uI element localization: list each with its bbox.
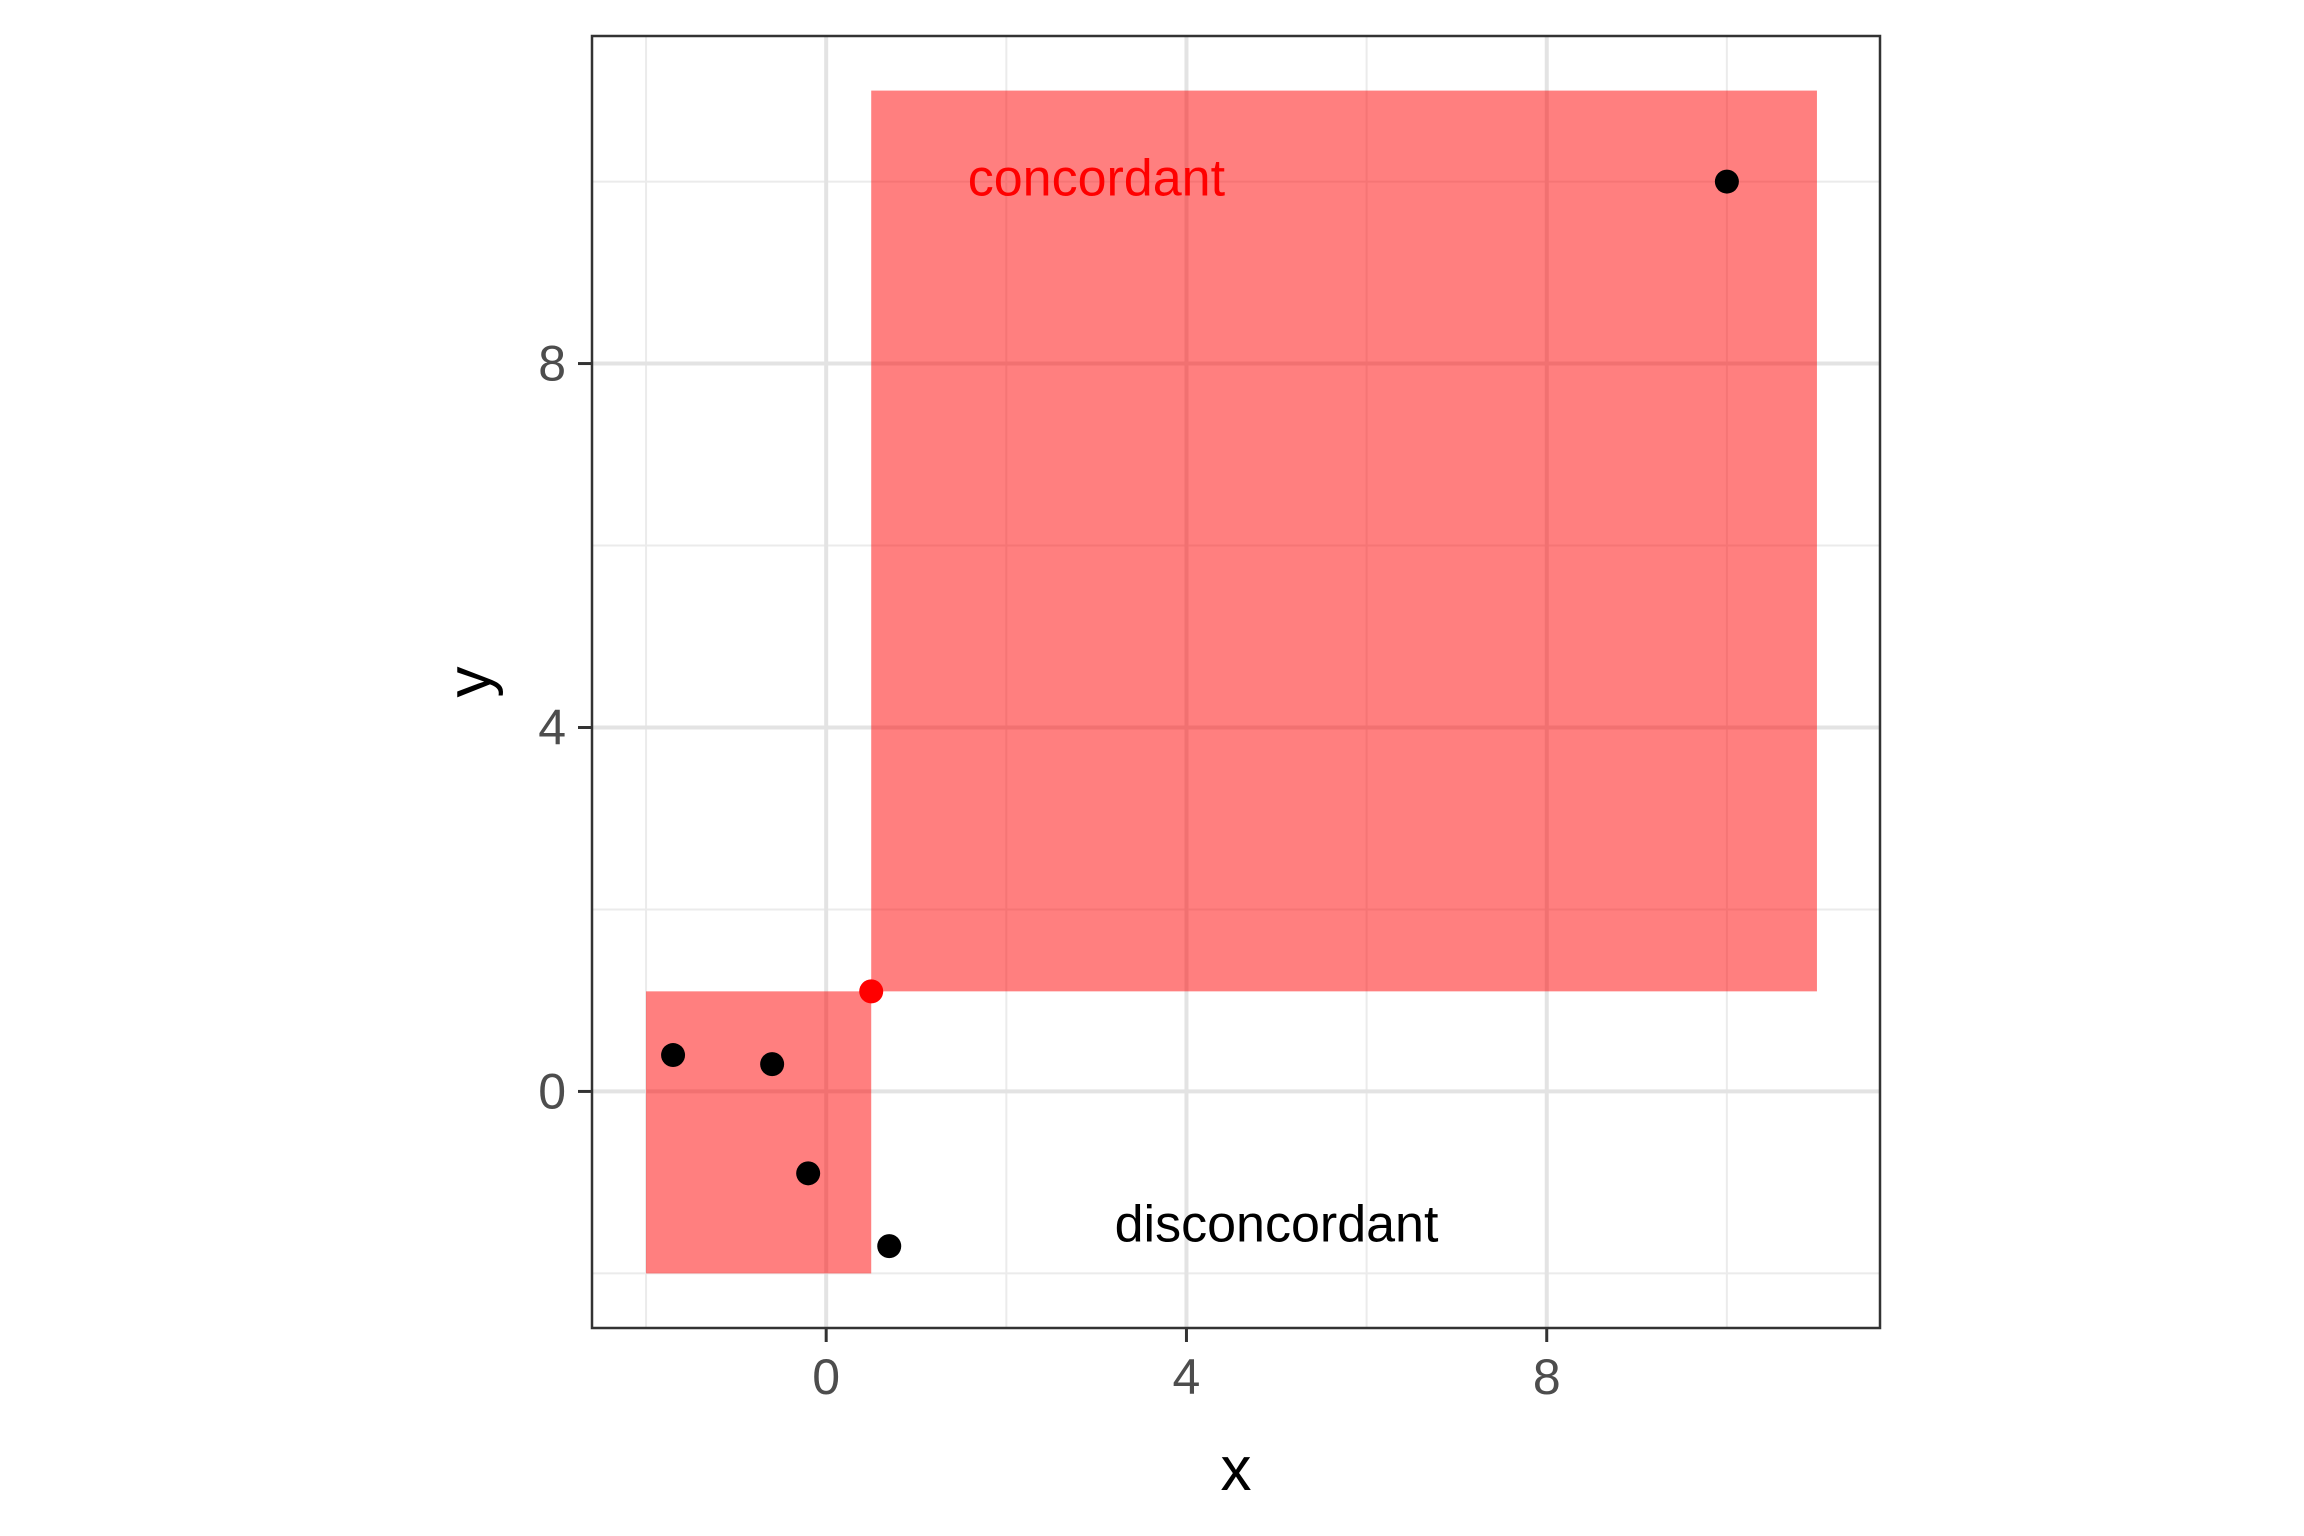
data-point	[877, 1234, 902, 1259]
y-tick-label: 0	[538, 1063, 566, 1119]
annotation-label: disconcordant	[1115, 1196, 1439, 1254]
data-point	[796, 1161, 821, 1186]
y-tick-label: 8	[538, 336, 566, 392]
annotations: concordant disconcordant	[968, 149, 1439, 1253]
axes: 0 4 8 0 4 8	[538, 336, 1560, 1405]
shaded-regions	[646, 90, 1817, 1274]
y-axis-title: y	[435, 667, 504, 698]
x-axis-title: x	[1221, 1435, 1252, 1504]
data-point	[760, 1052, 785, 1077]
data-point	[859, 979, 884, 1004]
data-point	[1714, 169, 1739, 194]
x-tick-label: 8	[1533, 1349, 1561, 1405]
x-tick-label: 4	[1173, 1349, 1201, 1405]
x-tick-label: 0	[812, 1349, 840, 1405]
data-point	[661, 1043, 686, 1068]
data-points	[661, 169, 1739, 1259]
y-tick-label: 4	[538, 699, 566, 755]
shaded-region	[646, 991, 872, 1274]
plot-panel-border	[590, 34, 1882, 1330]
annotation-label: concordant	[968, 149, 1226, 207]
shaded-region	[871, 90, 1817, 992]
